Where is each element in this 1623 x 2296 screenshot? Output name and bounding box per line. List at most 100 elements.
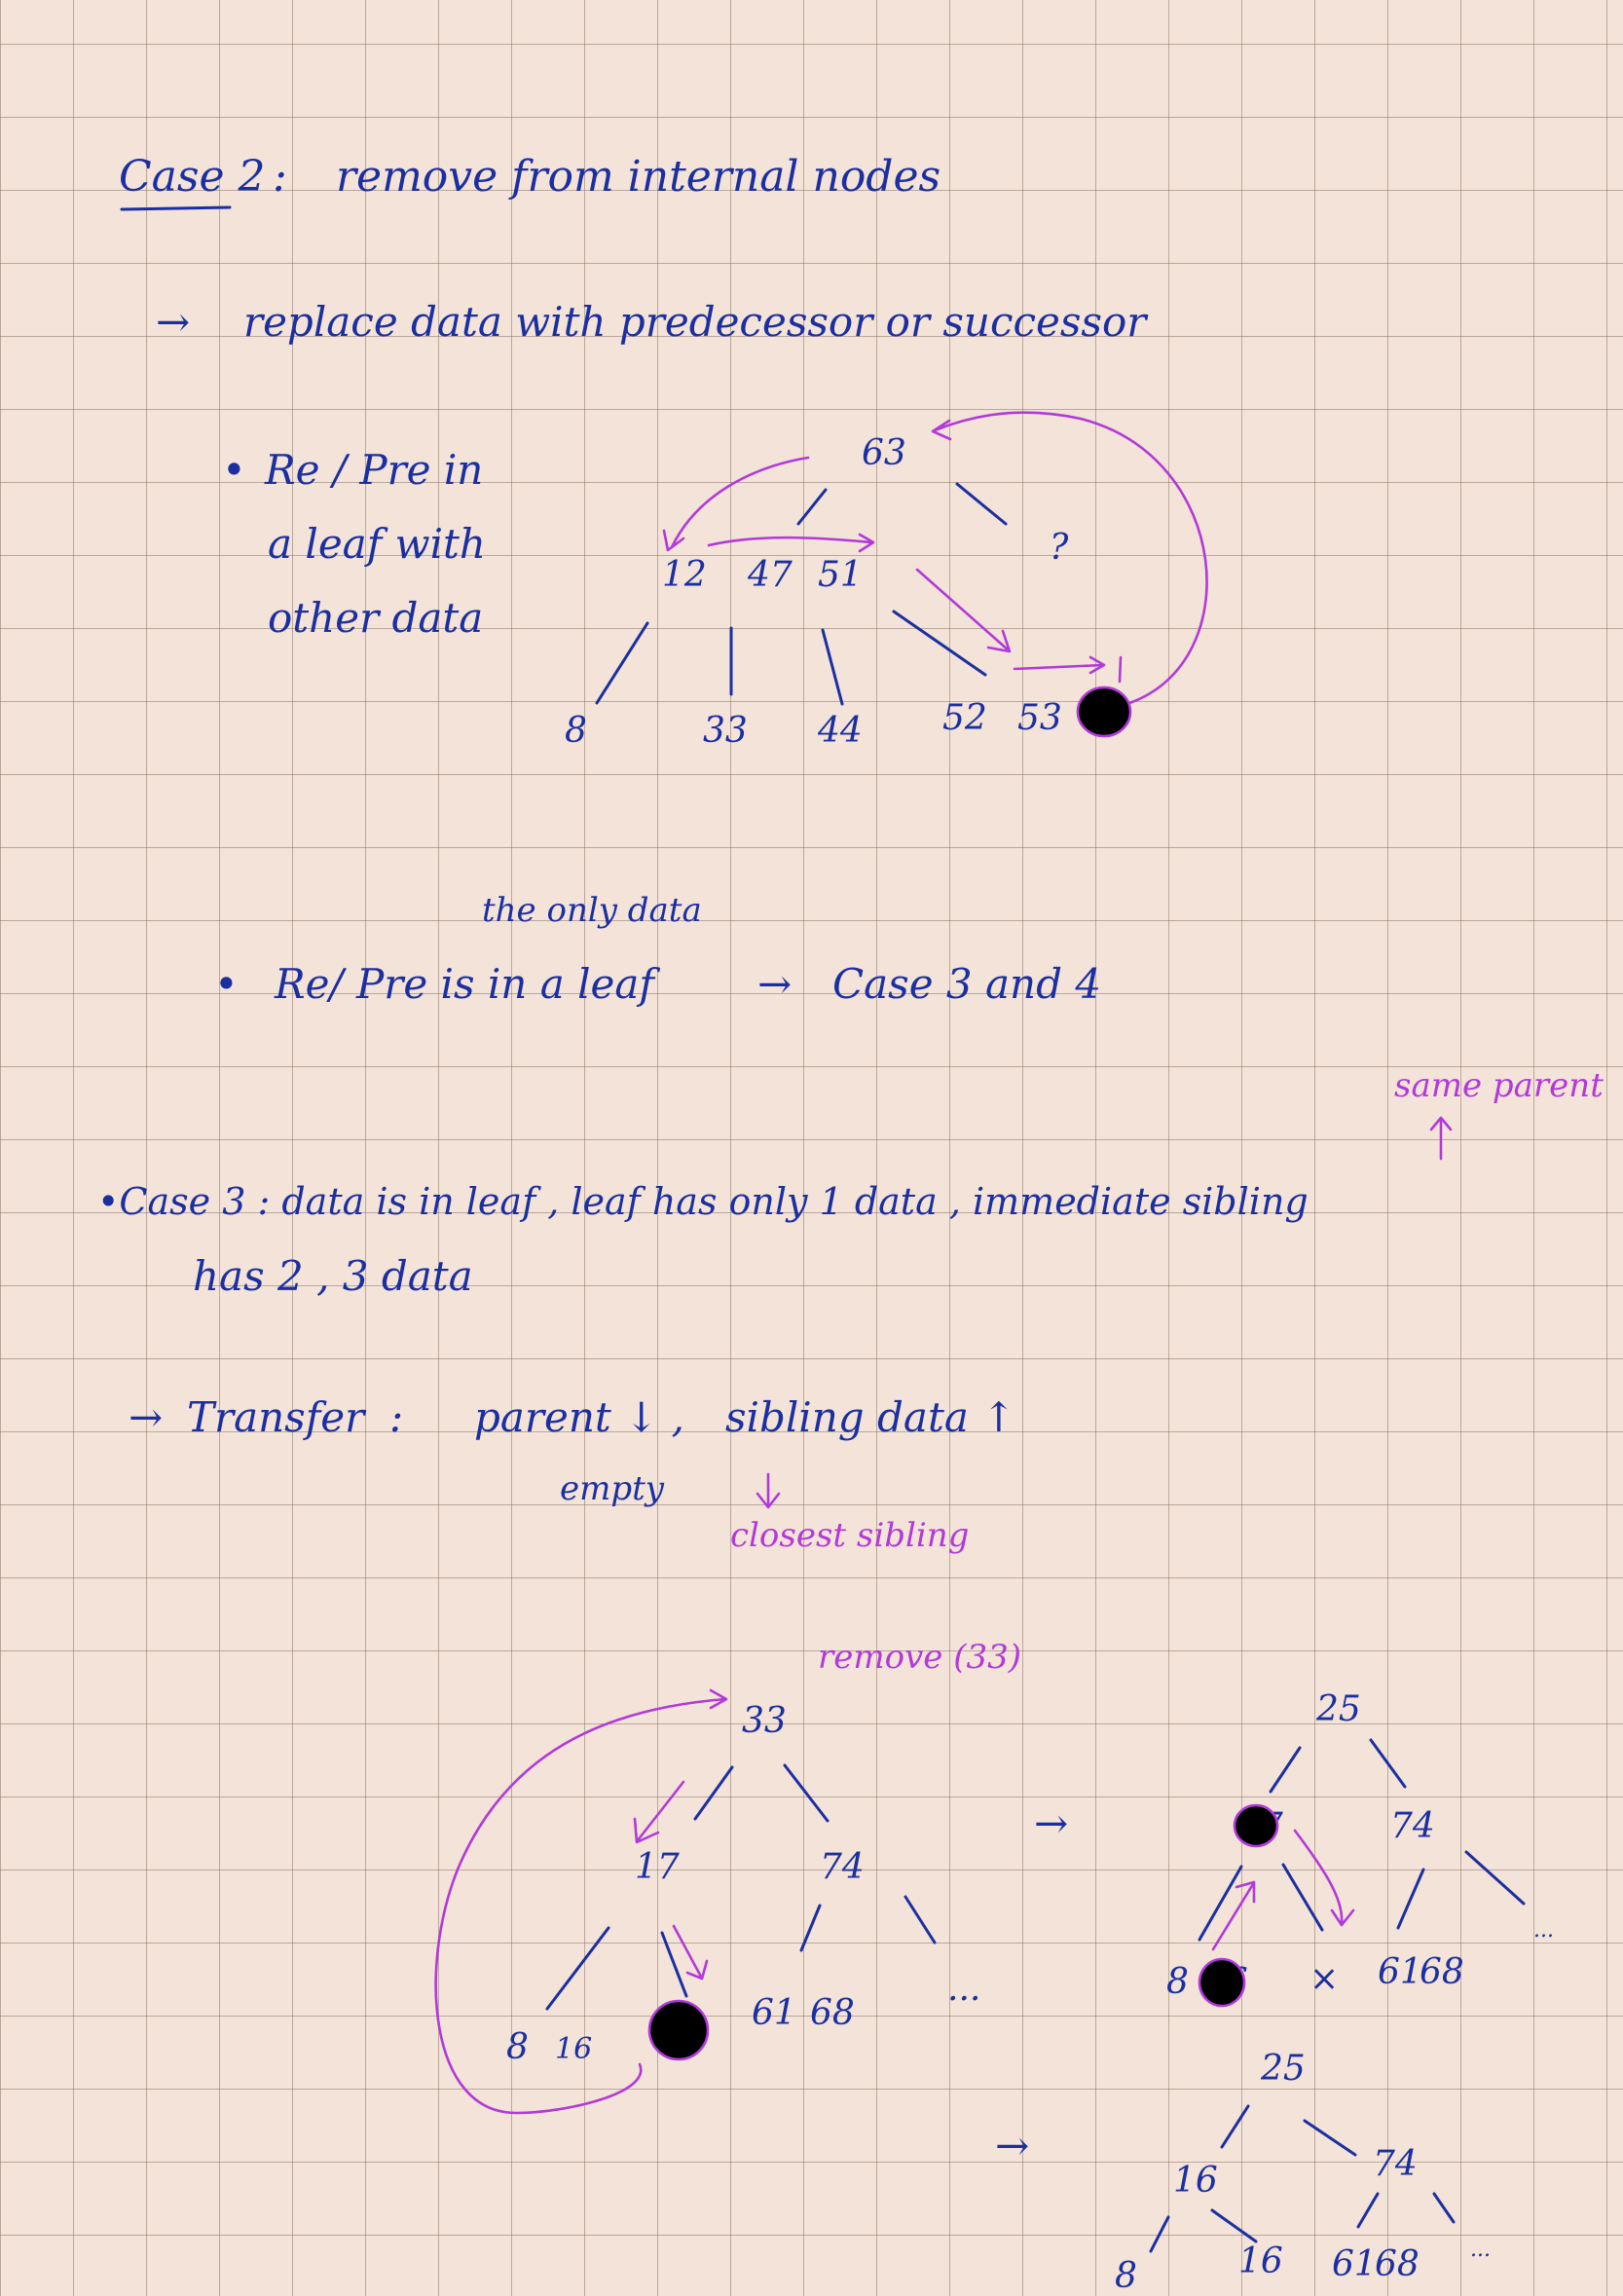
treeA-leaf-61: 61 [752,1993,796,2033]
treeA-leaf-16: 16 [555,2032,593,2066]
tree-transition-arrow-2: → [995,2122,1030,2169]
empty-note: empty [560,1469,664,1508]
treeA-edge-root-right [783,1763,830,1823]
tree1-edge-root-left [796,488,828,526]
bullet1-dot: • [222,446,246,494]
tree1-edge-root-right [955,482,1008,526]
tree-transition-arrow-1: → [1034,1799,1069,1847]
tree1-leaf-52: 52 [942,698,987,738]
treeB-leaf-8: 8 [1166,1962,1189,2002]
treeB-root: 25 [1316,1689,1361,1729]
transfer-sibling: sibling data ↑ [725,1393,1016,1441]
tree1-arrow-12-to-51 [707,536,873,547]
same-parent-note: same parent [1394,1066,1604,1105]
tree1-arrow-to-right-leaf [915,568,1011,652]
tree1-arrow-to-61 [1013,663,1105,671]
treeA-edge-74-61 [799,1904,822,1952]
tree1-arrow-61-to-root [933,411,1208,705]
tree1-edge-right-leaf [892,610,987,677]
treeB-more: ... [1533,1918,1554,1943]
tree1-root: 63 [862,433,906,473]
treeB-edge-root-left [1269,1746,1302,1794]
treeC-right: 74 [1373,2144,1418,2184]
tree1-node-12: 12 [662,555,707,595]
treeA-leaf-68: 68 [810,1993,855,2033]
treeC-root: 25 [1261,2049,1306,2089]
treeB-edge-17-8 [1198,1865,1243,1942]
bullet1-line2: a leaf with [268,520,486,568]
treeB-circle-16 [1198,1957,1246,2008]
treeC-edge-74-61 [1356,2192,1380,2229]
transfer-arrow: → [129,1393,164,1441]
tree1-arrowhead-12 [662,529,685,552]
tree1-question: ? [1050,528,1069,568]
treeB-empty-x: × [1309,1959,1340,1999]
treeB-arrowhead-17 [1235,1880,1256,1904]
treeB-edge-74-more [1464,1850,1526,1906]
treeA-left: 17 [635,1847,680,1887]
tree1-arrowhead-right-leaf [986,629,1012,653]
rule-arrow: → [156,298,191,346]
treeC-edge-root-right [1303,2119,1357,2157]
treeC-edge-root-left [1220,2104,1250,2149]
tree1-arrowhead-61 [1088,655,1106,675]
treeB-arrow-16-to-17 [1211,1882,1255,1951]
case3-line1: •Case 3 : data is in leaf , leaf has onl… [97,1180,1309,1223]
treeB-arrow-17-down [1293,1829,1344,1925]
transfer-parent: parent ↓ , [474,1393,685,1441]
treeA-arrow-17-to-25 [672,1924,703,1979]
treeA-arrow-25-to-root [434,1697,727,2115]
treeC-edge-16-16 [1210,2208,1258,2243]
tree1-arrowhead-root [931,419,952,441]
treeB-edge-root-right [1369,1738,1407,1789]
treeA-edge-root-left [693,1765,734,1821]
case2-underline [120,205,232,211]
treeA-edge-74-more [904,1895,937,1944]
case2-heading: Case 2 [119,152,266,202]
treeA-edge-17-8 [545,1926,610,2011]
tree1-circle-61 [1076,685,1132,738]
treeC-leaf-68: 68 [1375,2244,1420,2284]
bullet2-arrow: → [757,960,793,1008]
bullet1-line1: Re / Pre in [265,446,484,494]
tree1-leaf-44: 44 [818,711,863,751]
treeC-more: ... [1470,2238,1491,2262]
tree1-leaf-8: 8 [565,711,587,751]
treeA-right: 74 [820,1847,865,1887]
treeA-circle-25 [647,1999,710,2061]
tree1-edge-12-8 [595,621,649,705]
treeA-more: ... [947,1969,981,2009]
treeA-edge-17-25 [660,1931,688,1998]
bullet2-result: Case 3 and 4 [832,960,1102,1008]
closest-sibling-note: closest sibling [730,1516,970,1555]
case3-line2: has 2 , 3 data [193,1252,473,1300]
treeC-leaf-8: 8 [1115,2256,1137,2296]
treeB-edge-17-x [1281,1863,1324,1932]
remove-33-label: remove (33) [818,1638,1022,1677]
treeC-edge-16-8 [1149,2215,1170,2253]
transfer-label: Transfer [187,1393,365,1441]
tree1-leaf-33: 33 [703,711,748,751]
closest-sibling-arrowhead [756,1492,781,1509]
tree1-arrowhead-51 [858,533,875,553]
treeC-left: 16 [1173,2161,1218,2201]
tree1-node-51: 51 [818,555,863,595]
treeA-arrow-root-to-17 [636,1780,685,1842]
treeA-arrowhead-root [709,1688,728,1710]
transfer-colon: : [389,1393,404,1441]
treeA-leaf-8: 8 [506,2027,529,2067]
case2-title: remove from internal nodes [336,152,941,202]
tree1-node-47: 47 [748,555,793,595]
treeA-arrowhead-25 [685,1959,709,1981]
treeC-leaf-61: 61 [1332,2244,1377,2284]
bullet2-dot: • [214,960,239,1008]
treeC-edge-74-more [1432,2192,1456,2224]
treeA-arrowhead-17 [633,1817,660,1844]
treeB-circle-17 [1233,1803,1279,1848]
bullet2-text: Re/ Pre is in a leaf [275,960,654,1008]
tree1-leaf-53: 53 [1017,698,1062,738]
treeB-leaf-68: 68 [1420,1952,1464,1992]
treeB-arrowhead-down [1330,1908,1355,1927]
treeB-leaf-61: 61 [1378,1952,1422,1992]
